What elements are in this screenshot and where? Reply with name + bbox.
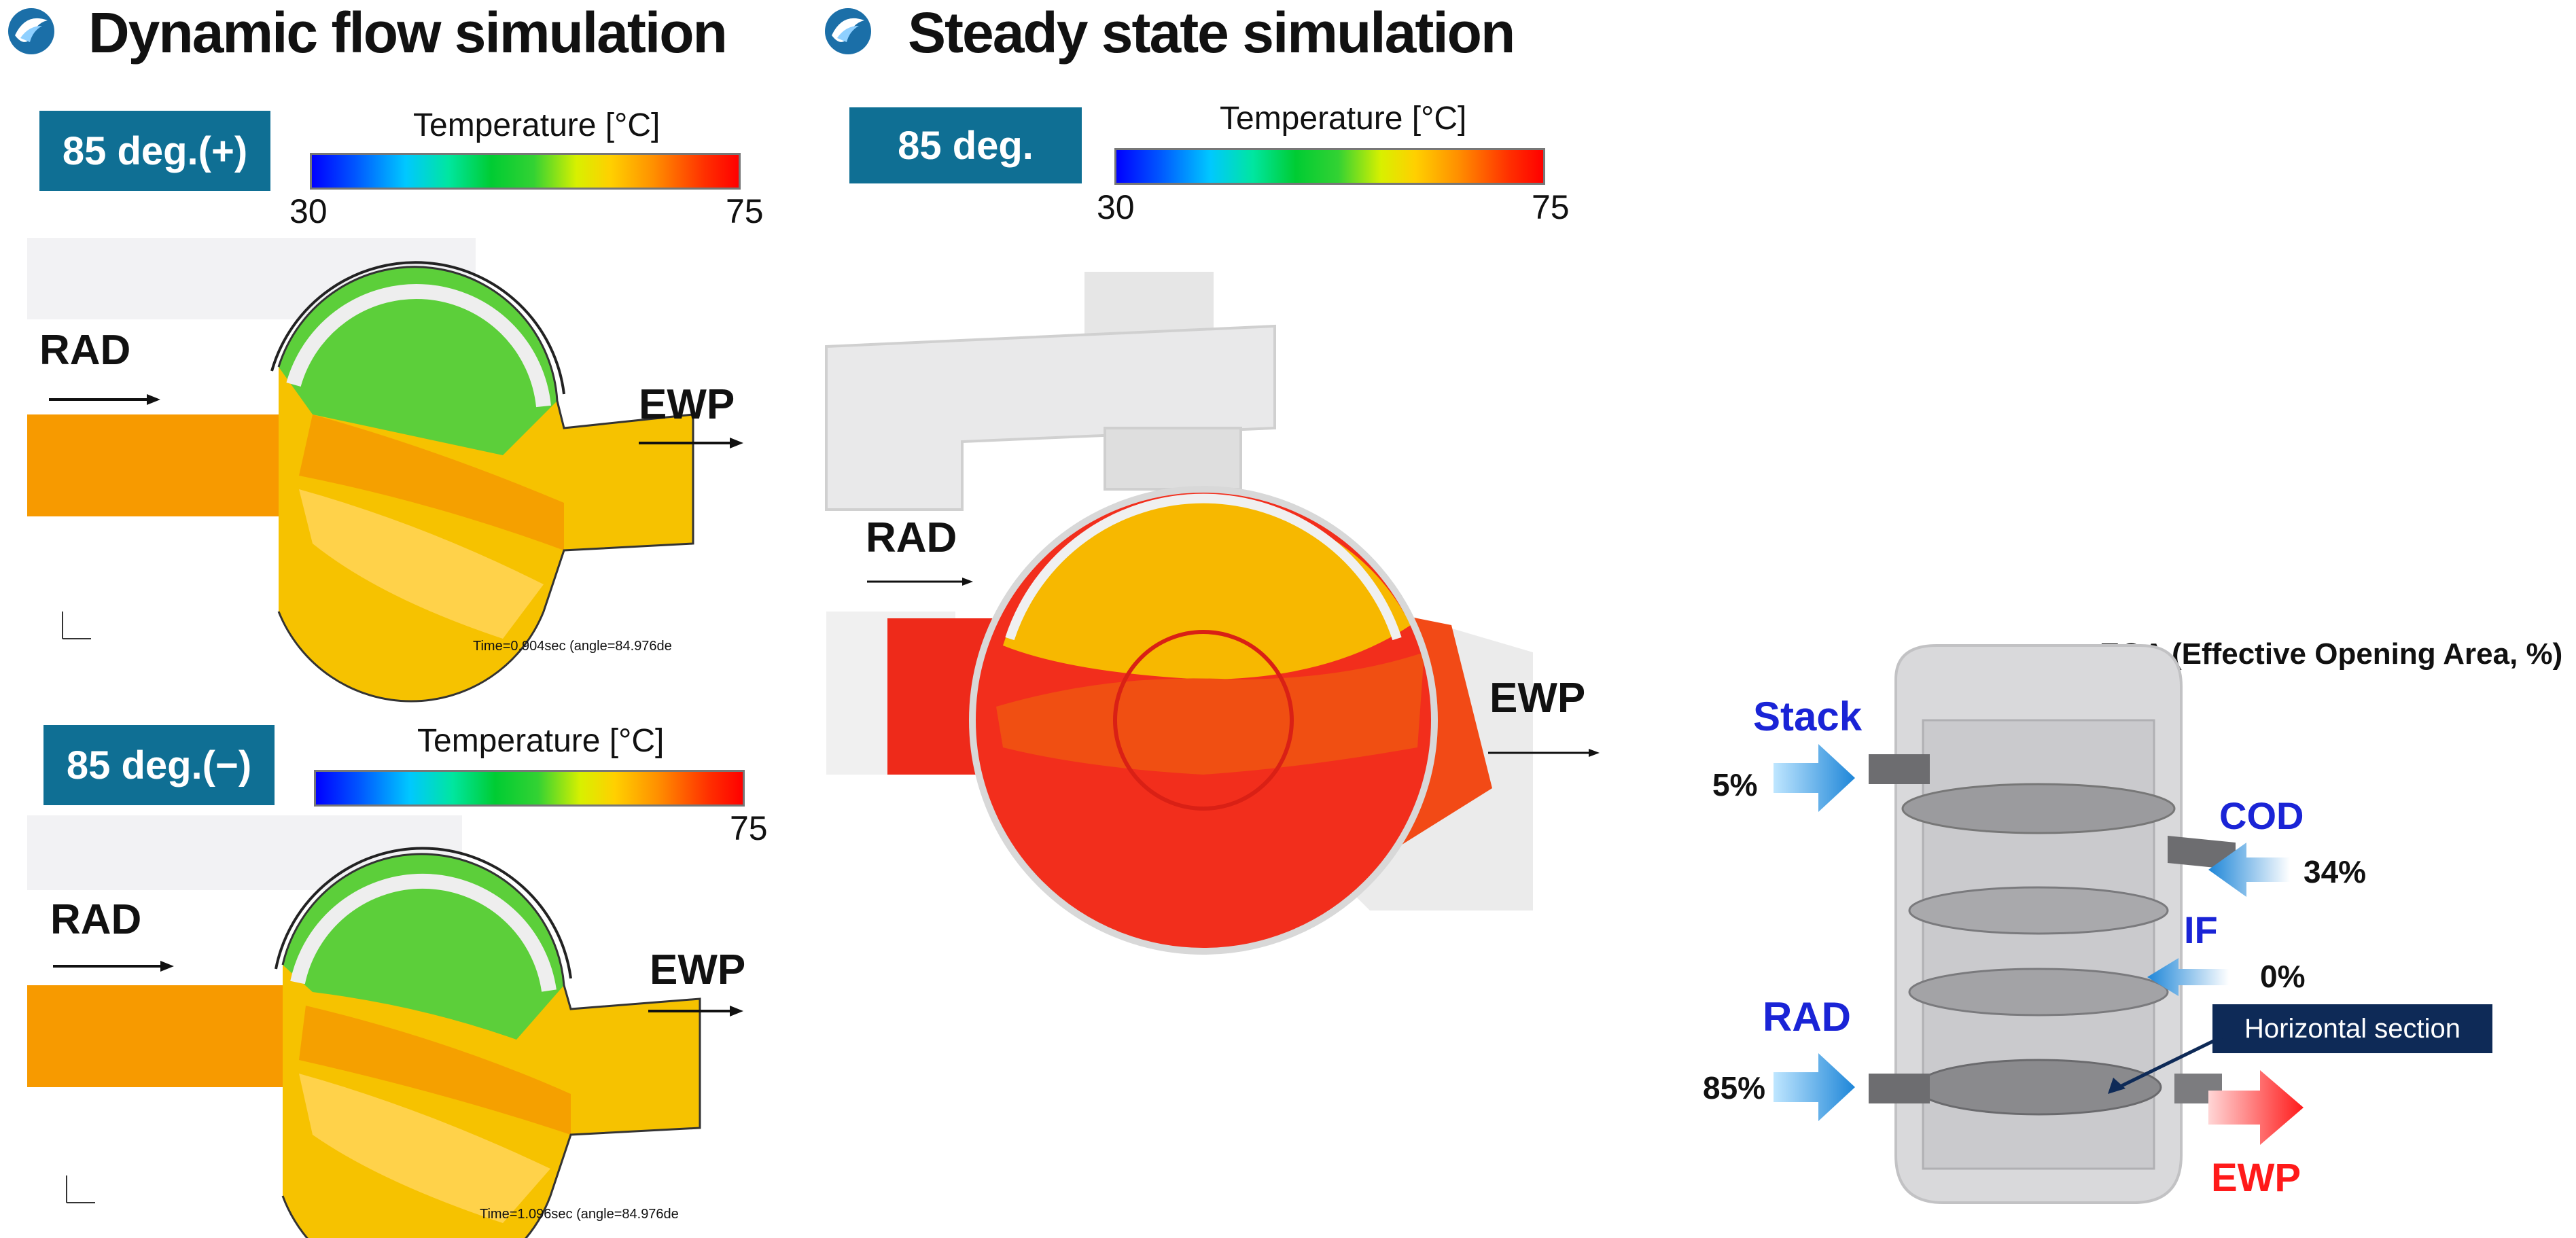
port-value-stack: 5% <box>1712 767 1758 802</box>
arrow-rad <box>1774 1053 1855 1121</box>
arrow-stack <box>1774 744 1855 812</box>
label-rad-steady: RAD <box>866 514 957 561</box>
port-label-if: IF <box>2184 908 2218 951</box>
label-rad-top: RAD <box>39 327 131 374</box>
label-ewp-steady: EWP <box>1489 675 1586 722</box>
axis-triad-icon <box>62 612 91 639</box>
colorbar-min: 30 <box>289 192 328 230</box>
colorbar-max: 75 <box>1532 188 1570 226</box>
logo-icon <box>825 8 871 54</box>
colorbar-min: 30 <box>1097 188 1135 226</box>
time-annotation-top: Time=0.904sec (angle=84.976de <box>473 639 672 654</box>
logo-icon <box>8 8 54 54</box>
label-ewp-bottom: EWP <box>650 947 746 993</box>
colorbar <box>314 770 745 807</box>
flow-contour-bottom <box>27 815 743 1238</box>
valve-model <box>1869 644 2236 1204</box>
port-label-cod: COD <box>2219 794 2304 837</box>
horizontal-section-box: Horizontal section <box>2212 1004 2492 1053</box>
port-value-if: 0% <box>2260 959 2306 994</box>
badge-85-plus: 85 deg.(+) <box>39 111 270 191</box>
horizontal-section-label: Horizontal section <box>2244 1013 2460 1044</box>
label-ewp-top: EWP <box>639 381 735 428</box>
port-value-cod: 34% <box>2304 854 2367 889</box>
colorbar-max: 75 <box>726 192 764 230</box>
time-annotation-bottom: Time=1.096sec (angle=84.976de <box>480 1207 679 1222</box>
colorbar <box>310 153 741 190</box>
heading-steady: Steady state simulation <box>908 1 1515 65</box>
colorbar-title: Temperature [°C] <box>1220 101 1467 137</box>
colorbar-max: 75 <box>730 809 768 847</box>
port-label-stack: Stack <box>1753 694 1863 739</box>
arrow-ewp-outlet <box>2208 1070 2304 1145</box>
heading-dynamic: Dynamic flow simulation <box>88 1 728 65</box>
arrow-cod <box>2208 843 2290 897</box>
badge-85-minus: 85 deg.(−) <box>43 725 275 805</box>
colorbar-title: Temperature [°C] <box>413 107 660 143</box>
port-value-rad: 85% <box>1703 1070 1766 1106</box>
flow-contour-top <box>27 238 743 703</box>
colorbar <box>1114 148 1545 185</box>
port-label-rad: RAD <box>1763 994 1851 1040</box>
arrow-if <box>2147 958 2229 996</box>
steady-state-render <box>825 272 1600 955</box>
section-pointer-arrow <box>2108 1035 2223 1094</box>
label-rad-bottom: RAD <box>50 896 142 943</box>
axis-triad-icon <box>66 1175 95 1203</box>
colorbar-title: Temperature [°C] <box>417 723 665 759</box>
badge-85: 85 deg. <box>849 107 1082 183</box>
outlet-label-ewp: EWP <box>2211 1156 2301 1200</box>
